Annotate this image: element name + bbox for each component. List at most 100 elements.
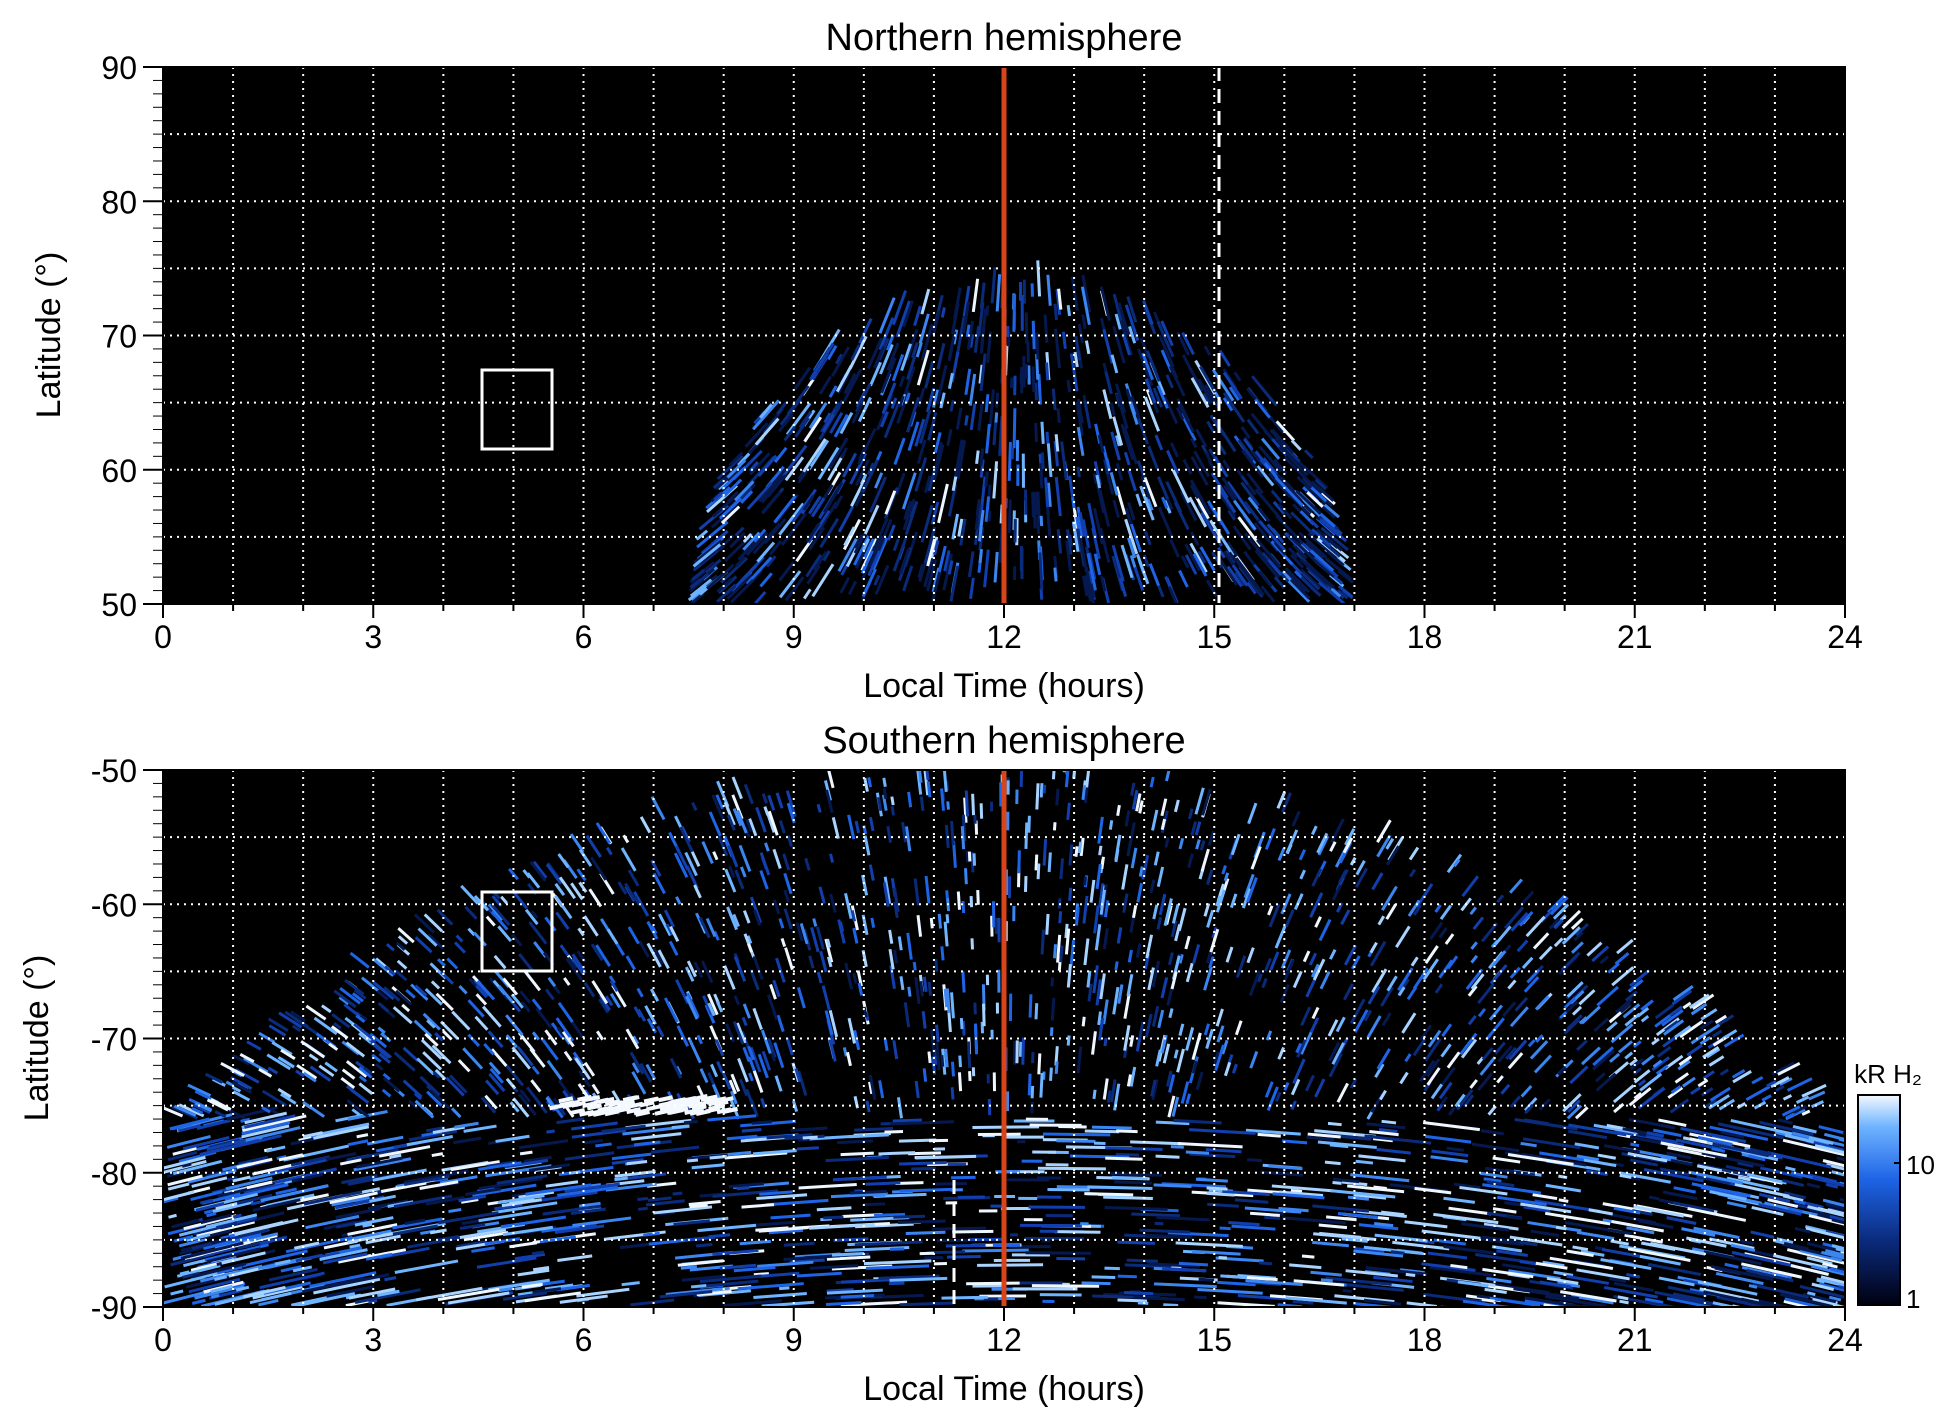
emission-streak <box>1129 1066 1137 1087</box>
emission-streak <box>1151 960 1161 988</box>
emission-streak <box>726 906 738 931</box>
emission-streak <box>1726 1201 1747 1209</box>
emission-streak <box>1629 969 1651 987</box>
emission-streak <box>1699 1287 1759 1303</box>
emission-streak <box>1103 459 1110 475</box>
emission-streak <box>1837 1284 1845 1290</box>
emission-streak <box>1085 770 1091 788</box>
emission-streak <box>417 927 438 947</box>
emission-streak <box>1345 1269 1398 1278</box>
emission-streak <box>1231 1224 1276 1231</box>
emission-streak <box>309 1271 377 1288</box>
emission-streak <box>731 776 743 800</box>
emission-streak <box>406 1135 454 1147</box>
emission-streak <box>212 1200 254 1214</box>
emission-streak <box>911 1166 936 1171</box>
emission-streak <box>802 438 827 473</box>
emission-streak <box>930 536 939 559</box>
emission-streak <box>1521 956 1534 969</box>
emission-streak <box>1367 985 1381 1005</box>
emission-streak <box>778 413 794 433</box>
emission-streak <box>1767 1198 1799 1209</box>
emission-streak <box>1306 1135 1335 1142</box>
emission-streak <box>1300 1006 1312 1026</box>
emission-streak <box>1479 1056 1497 1076</box>
emission-streak <box>730 1090 738 1105</box>
emission-streak <box>1572 1245 1589 1252</box>
emission-streak <box>761 491 782 515</box>
emission-streak <box>829 412 844 434</box>
emission-streak <box>1438 927 1448 939</box>
emission-streak <box>837 505 855 533</box>
emission-streak <box>451 1010 471 1031</box>
emission-streak <box>172 1146 197 1156</box>
emission-streak <box>891 290 908 326</box>
emission-streak <box>1553 937 1564 948</box>
emission-streak <box>1207 1202 1239 1208</box>
emission-streak <box>1266 523 1285 544</box>
emission-streak <box>544 1283 574 1291</box>
emission-streak <box>1363 1009 1373 1022</box>
emission-streak <box>483 1042 495 1056</box>
emission-streak <box>726 1134 758 1141</box>
emission-streak <box>1331 1042 1345 1065</box>
emission-streak <box>1702 1046 1720 1059</box>
emission-streak <box>196 1118 231 1131</box>
colorbar: kR H₂ 10 1 <box>1854 1059 1935 1314</box>
emission-streak <box>668 940 679 956</box>
emission-streak <box>521 1282 543 1289</box>
emission-streak <box>712 477 725 489</box>
emission-streak <box>697 1223 757 1233</box>
emission-streak <box>1202 392 1211 405</box>
emission-streak <box>1135 1038 1142 1052</box>
emission-streak <box>1171 469 1191 504</box>
emission-streak <box>963 797 968 823</box>
emission-streak <box>457 1059 471 1073</box>
emission-streak <box>365 1252 393 1261</box>
emission-streak <box>325 1151 357 1162</box>
emission-streak <box>1291 810 1301 827</box>
emission-streak <box>766 1198 829 1207</box>
emission-streak <box>1046 443 1053 478</box>
emission-streak <box>819 517 840 549</box>
emission-streak <box>1278 445 1309 477</box>
emission-streak <box>1256 465 1275 487</box>
emission-streak <box>1545 1183 1582 1193</box>
emission-streak <box>1366 1122 1406 1130</box>
emission-streak <box>1336 902 1344 913</box>
emission-streak <box>422 1051 443 1071</box>
emission-streak <box>1716 1295 1771 1307</box>
emission-streak <box>748 1072 754 1082</box>
emission-streak <box>713 1099 729 1107</box>
emission-streak <box>716 454 744 481</box>
emission-streak <box>1060 441 1068 480</box>
emission-streak <box>835 364 853 393</box>
emission-streak <box>829 853 835 863</box>
emission-streak <box>512 1097 530 1118</box>
emission-streak <box>505 1014 524 1036</box>
emission-streak <box>1807 1173 1837 1184</box>
emission-streak <box>1309 549 1335 572</box>
emission-streak <box>715 1000 724 1013</box>
emission-streak <box>1672 1292 1706 1302</box>
emission-streak <box>508 867 519 881</box>
emission-streak <box>852 972 858 984</box>
emission-streak <box>839 447 848 459</box>
emission-streak <box>1093 507 1104 545</box>
emission-streak <box>1194 1295 1207 1300</box>
emission-streak <box>942 553 954 591</box>
emission-streak <box>964 415 969 426</box>
emission-streak <box>1243 438 1254 452</box>
emission-streak <box>555 1017 575 1042</box>
emission-streak <box>1637 1097 1652 1110</box>
emission-streak <box>821 985 831 1011</box>
emission-streak <box>1820 1250 1845 1260</box>
emission-streak <box>1275 420 1296 442</box>
emission-streak <box>1168 1074 1176 1093</box>
emission-streak <box>1332 1181 1342 1185</box>
emission-streak <box>1144 378 1157 404</box>
emission-streak <box>1711 1029 1723 1038</box>
emission-streak <box>1805 1226 1845 1240</box>
emission-streak <box>450 1160 500 1172</box>
emission-streak <box>564 1151 615 1161</box>
